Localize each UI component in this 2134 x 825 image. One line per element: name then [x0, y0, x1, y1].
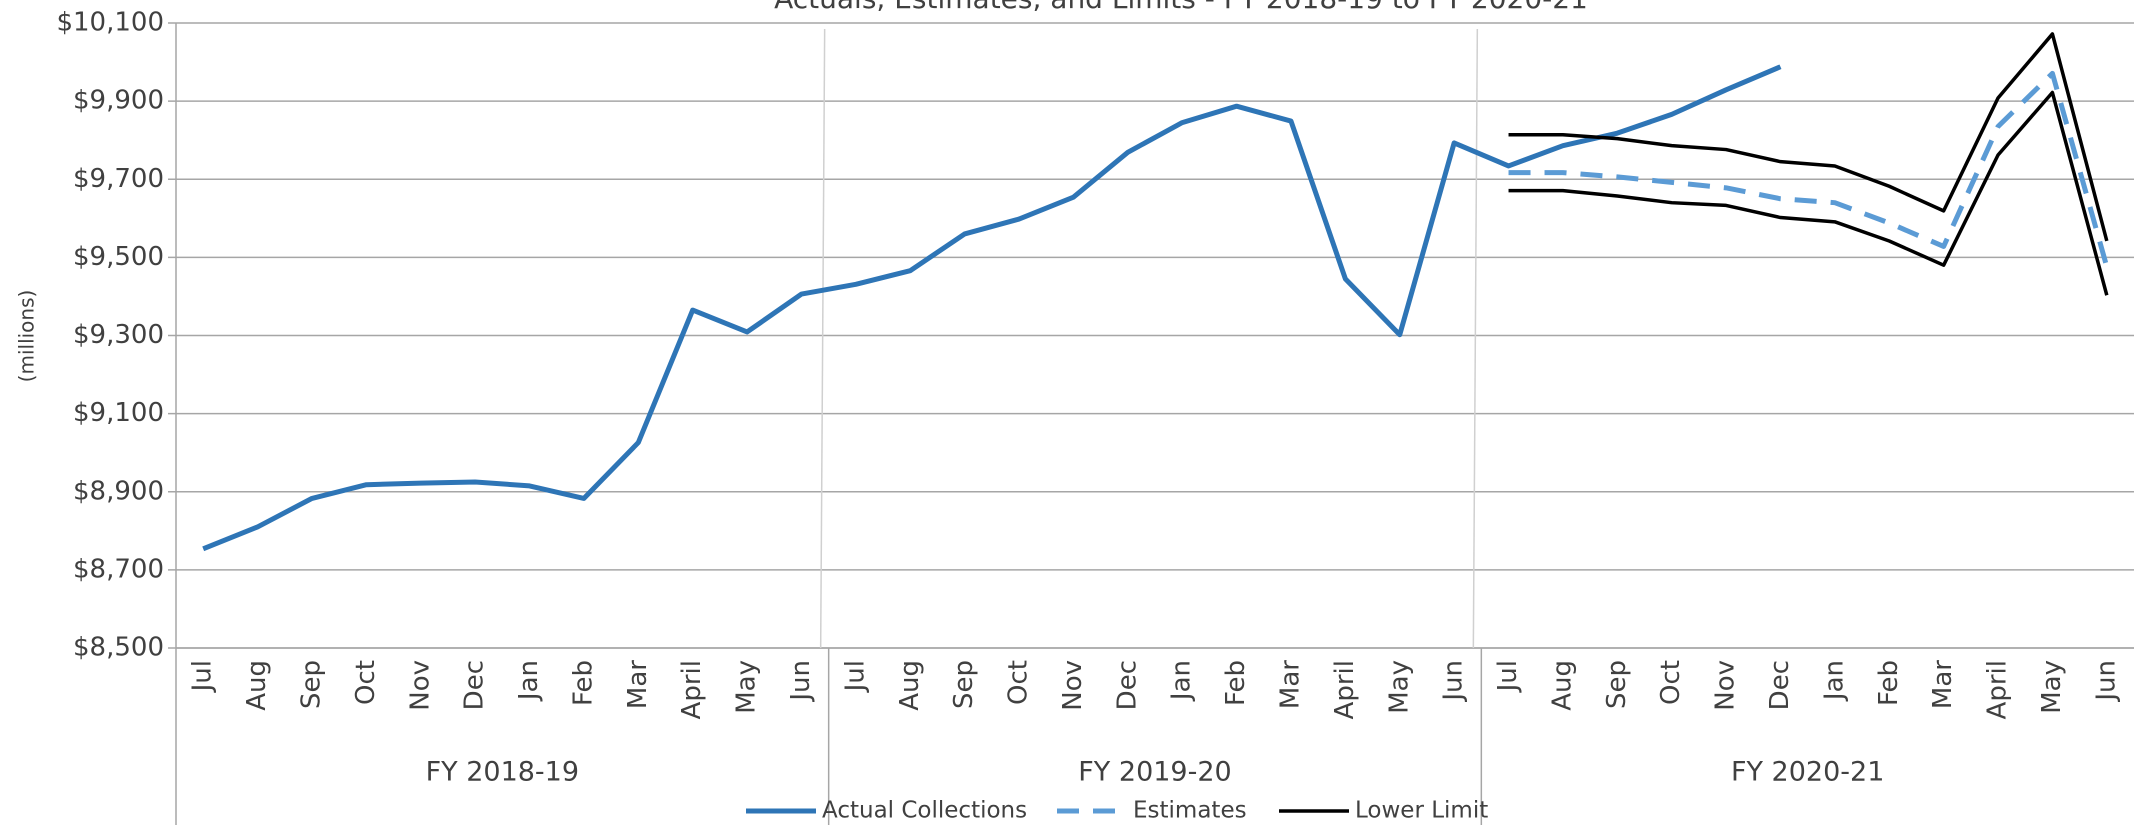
x-tick-label: May	[2037, 660, 2067, 714]
x-tick-label: Sep	[949, 660, 979, 709]
legend-label: Actual Collections	[822, 798, 1027, 824]
x-tick-label: Jul	[1493, 660, 1523, 693]
x-tick-label: Jun	[786, 660, 816, 703]
x-tick-label: Nov	[1058, 660, 1088, 711]
x-tick-label: April	[1983, 660, 2013, 719]
x-tick-label: Oct	[1004, 660, 1034, 705]
chart-title: Actuals, Estimates, and Limits - FY 2018…	[774, 0, 1588, 15]
x-tick-label: Jan	[514, 660, 544, 702]
x-tick-label: Sep	[1602, 660, 1632, 709]
group-label: FY 2019-20	[1078, 757, 1231, 788]
y-tick-label: $10,100	[56, 8, 164, 38]
x-tick-label: April	[1330, 660, 1360, 719]
y-tick-label: $8,500	[73, 633, 164, 663]
y-tick-label: $9,500	[73, 242, 164, 272]
x-tick-label: Oct	[351, 660, 381, 705]
y-tick-label: $9,300	[73, 320, 164, 350]
x-tick-label: Jul	[188, 660, 218, 693]
series-line	[1508, 70, 2110, 268]
x-tick-label: April	[677, 660, 707, 719]
x-tick-label: Oct	[1656, 660, 1686, 705]
group-divider-plot	[819, 28, 826, 649]
x-tick-label: Feb	[1874, 660, 1904, 706]
series-line	[1508, 90, 2109, 296]
series-line	[1508, 32, 2109, 242]
x-tick-label: Dec	[1765, 660, 1795, 710]
x-tick-label: Jun	[1439, 660, 1469, 703]
x-tick-label: Nov	[1711, 660, 1741, 711]
x-tick-label: May	[732, 660, 762, 714]
x-tick-label: Dec	[460, 660, 490, 710]
y-tick-label: $9,100	[73, 398, 164, 428]
group-divider-plot	[1472, 28, 1479, 649]
x-tick-label: Jul	[840, 660, 870, 693]
series-line	[202, 64, 1782, 552]
y-axis-label: (millions)	[15, 290, 39, 383]
x-tick-label: Feb	[568, 660, 598, 706]
y-tick-label: $8,900	[73, 476, 164, 506]
x-tick-label: Dec	[1112, 660, 1142, 710]
y-tick-label: $9,700	[73, 164, 164, 194]
x-tick-label: Aug	[895, 660, 925, 711]
x-tick-label: Nov	[405, 660, 435, 711]
x-tick-label: Aug	[242, 660, 272, 711]
y-tick-label: $9,900	[73, 86, 164, 116]
x-tick-label: Mar	[623, 660, 653, 709]
x-tick-label: Feb	[1221, 660, 1251, 706]
x-tick-label: Jan	[1819, 660, 1849, 702]
legend-label: Lower Limit	[1355, 798, 1488, 824]
x-tick-label: Mar	[1275, 660, 1305, 709]
y-tick-label: $8,700	[73, 554, 164, 584]
group-label: FY 2020-21	[1731, 757, 1884, 788]
x-tick-label: Mar	[1928, 660, 1958, 709]
x-tick-label: Jun	[2091, 660, 2121, 703]
x-tick-label: May	[1384, 660, 1414, 714]
group-label: FY 2018-19	[426, 757, 579, 788]
x-tick-label: Jan	[1167, 660, 1197, 702]
legend-label: Estimates	[1133, 798, 1247, 824]
x-tick-label: Sep	[296, 660, 326, 709]
x-tick-label: Aug	[1547, 660, 1577, 711]
